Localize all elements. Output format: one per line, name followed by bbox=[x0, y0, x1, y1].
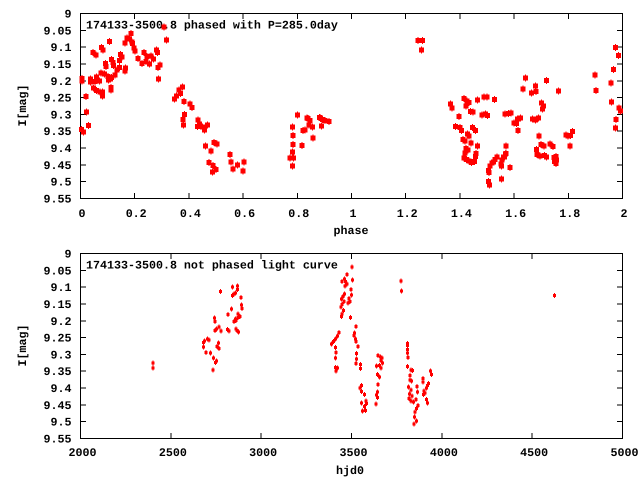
svg-text:I[mag]: I[mag] bbox=[16, 325, 30, 367]
svg-text:3500: 3500 bbox=[340, 446, 368, 460]
svg-text:5000: 5000 bbox=[611, 446, 639, 460]
svg-text:9.2: 9.2 bbox=[51, 315, 72, 329]
svg-text:0.2: 0.2 bbox=[126, 207, 147, 221]
svg-text:4000: 4000 bbox=[430, 446, 458, 460]
svg-text:3000: 3000 bbox=[249, 446, 277, 460]
svg-text:9.25: 9.25 bbox=[44, 332, 72, 346]
svg-text:9.45: 9.45 bbox=[44, 159, 72, 173]
svg-text:I[mag]: I[mag] bbox=[16, 85, 30, 127]
svg-text:9.3: 9.3 bbox=[51, 108, 72, 122]
svg-text:0.4: 0.4 bbox=[180, 207, 201, 221]
svg-text:1.8: 1.8 bbox=[559, 207, 580, 221]
svg-text:9.55: 9.55 bbox=[44, 433, 72, 447]
svg-text:9.4: 9.4 bbox=[51, 142, 72, 156]
svg-text:174133-3500.8 phased with P=28: 174133-3500.8 phased with P=285.0day bbox=[86, 19, 338, 33]
svg-text:9.2: 9.2 bbox=[51, 75, 72, 89]
svg-text:0.6: 0.6 bbox=[234, 207, 255, 221]
svg-text:9.15: 9.15 bbox=[44, 298, 72, 312]
svg-text:0: 0 bbox=[79, 207, 86, 221]
svg-text:phase: phase bbox=[334, 224, 369, 238]
svg-text:9.05: 9.05 bbox=[44, 264, 72, 278]
svg-text:9.4: 9.4 bbox=[51, 382, 72, 396]
svg-text:174133-3500.8 not phased light: 174133-3500.8 not phased light curve bbox=[86, 259, 338, 273]
svg-text:2000: 2000 bbox=[69, 446, 97, 460]
svg-text:9.15: 9.15 bbox=[44, 58, 72, 72]
svg-text:9: 9 bbox=[65, 8, 72, 22]
svg-text:2500: 2500 bbox=[159, 446, 187, 460]
svg-text:1.2: 1.2 bbox=[397, 207, 418, 221]
svg-text:9.55: 9.55 bbox=[44, 193, 72, 207]
svg-text:9.5: 9.5 bbox=[51, 416, 72, 430]
svg-text:9.45: 9.45 bbox=[44, 399, 72, 413]
svg-text:4500: 4500 bbox=[520, 446, 548, 460]
svg-text:9.1: 9.1 bbox=[51, 41, 72, 55]
svg-text:9.5: 9.5 bbox=[51, 176, 72, 190]
svg-text:1.4: 1.4 bbox=[451, 207, 472, 221]
svg-text:9.05: 9.05 bbox=[44, 24, 72, 38]
svg-text:9.3: 9.3 bbox=[51, 348, 72, 362]
svg-text:9: 9 bbox=[65, 248, 72, 262]
svg-text:2: 2 bbox=[621, 207, 628, 221]
svg-text:hjd0: hjd0 bbox=[336, 464, 364, 478]
svg-text:0.8: 0.8 bbox=[288, 207, 309, 221]
svg-text:9.35: 9.35 bbox=[44, 365, 72, 379]
svg-text:1: 1 bbox=[350, 207, 357, 221]
svg-text:9.25: 9.25 bbox=[44, 92, 72, 106]
svg-text:9.1: 9.1 bbox=[51, 281, 72, 295]
svg-text:9.35: 9.35 bbox=[44, 125, 72, 139]
svg-text:1.6: 1.6 bbox=[505, 207, 526, 221]
